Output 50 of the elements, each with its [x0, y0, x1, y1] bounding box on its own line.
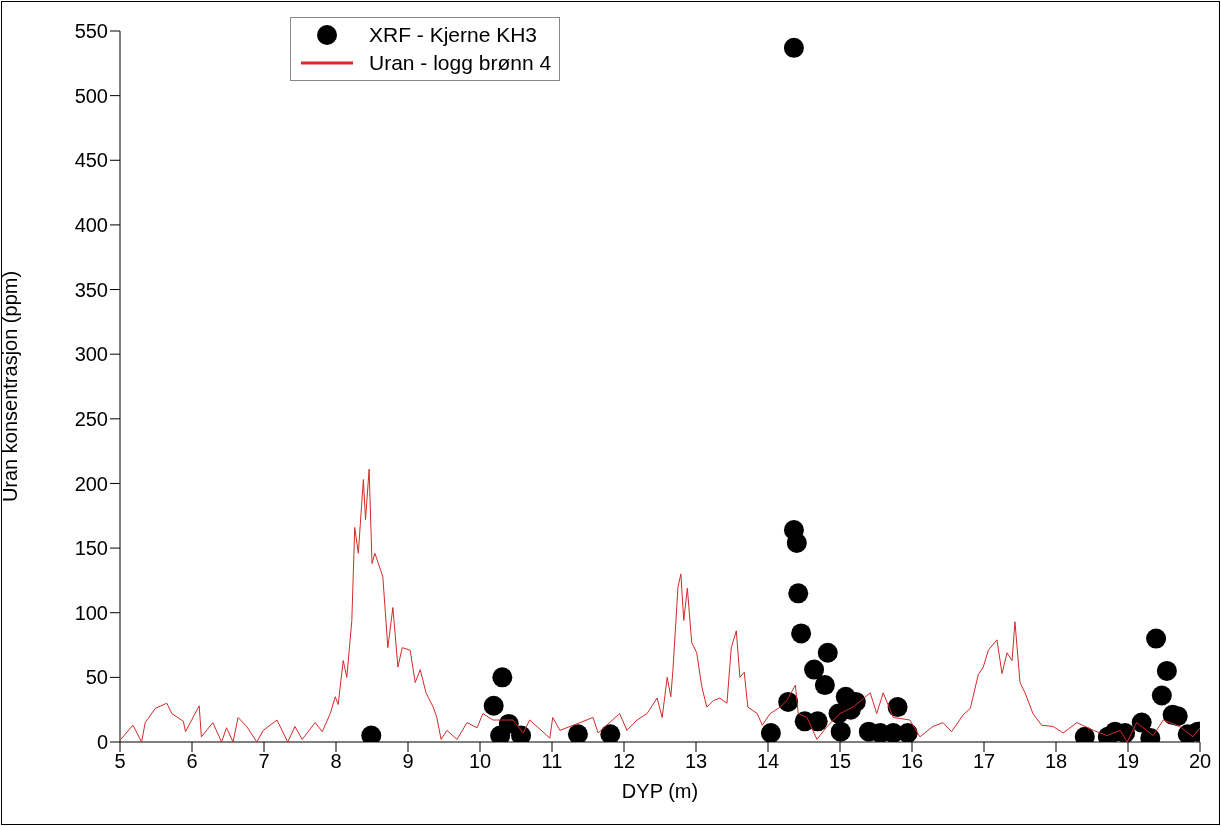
legend-label: Uran - logg brønn 4 — [369, 51, 552, 75]
y-tick-label: 150 — [74, 537, 108, 560]
y-tick-label: 50 — [85, 666, 108, 689]
y-tick-label: 200 — [74, 472, 108, 495]
point — [600, 724, 621, 742]
x-tick-label: 10 — [468, 750, 492, 773]
x-tick-label: 16 — [900, 750, 924, 773]
x-tick-label: 14 — [756, 750, 780, 773]
x-axis-title: DYP (m) — [621, 780, 699, 802]
x-tick-label: 19 — [1116, 750, 1140, 773]
y-tick-label: 250 — [74, 407, 108, 430]
point — [1146, 628, 1167, 649]
y-axis-title: Uran konsentrasjon (ppm) — [0, 270, 22, 503]
point — [788, 583, 809, 604]
point — [786, 532, 807, 553]
y-tick-label: 0 — [96, 731, 108, 754]
x-tick-label: 15 — [828, 750, 852, 773]
y-tick-label: 550 — [74, 20, 108, 43]
y-tick-label: 100 — [74, 601, 108, 624]
point — [897, 722, 918, 742]
y-tick-label: 450 — [74, 149, 108, 172]
point — [887, 697, 908, 718]
y-tick-label: 500 — [74, 84, 108, 107]
point — [783, 37, 804, 58]
point — [791, 623, 812, 644]
x-tick-label: 8 — [330, 750, 342, 773]
point — [830, 721, 851, 742]
x-tick-label: 6 — [186, 750, 198, 773]
x-tick-label: 18 — [1044, 750, 1068, 773]
point — [492, 667, 513, 688]
x-tick-label: 5 — [114, 750, 126, 773]
x-tick-label: 17 — [972, 750, 996, 773]
x-tick-label: 11 — [541, 750, 563, 773]
x-tick-label: 12 — [612, 750, 636, 773]
x-tick-label: 7 — [258, 750, 270, 773]
point — [483, 695, 504, 716]
x-tick-label: 13 — [684, 750, 708, 773]
x-tick-label: 20 — [1188, 750, 1212, 773]
legend-label: XRF - Kjerne KH3 — [369, 23, 538, 47]
y-tick-label: 400 — [74, 214, 108, 237]
y-tick-label: 350 — [74, 278, 108, 301]
point — [1151, 685, 1172, 706]
point — [804, 659, 825, 680]
point — [760, 722, 781, 742]
point — [817, 642, 838, 663]
x-tick-label: 9 — [402, 750, 414, 773]
point — [1156, 660, 1177, 681]
y-tick-label: 300 — [74, 343, 108, 366]
point — [567, 724, 588, 742]
point — [814, 675, 835, 696]
